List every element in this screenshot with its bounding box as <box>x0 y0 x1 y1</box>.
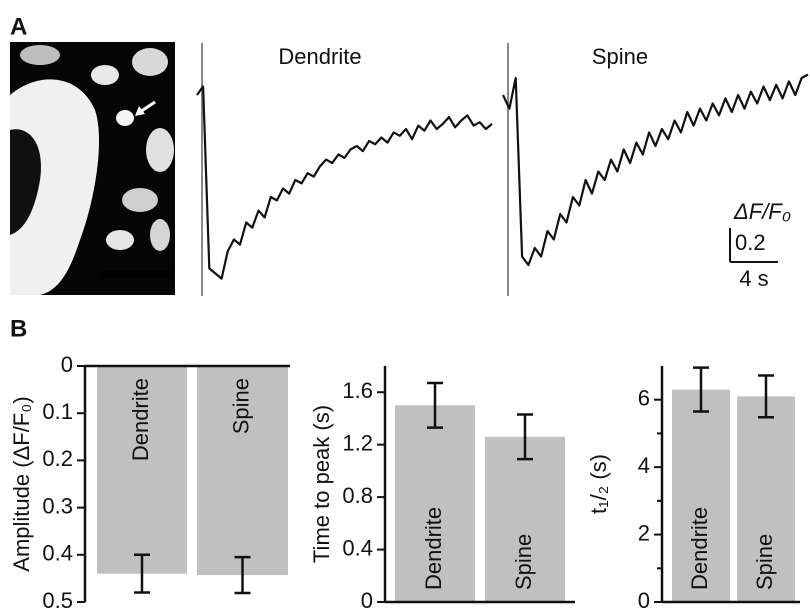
figure: A B Dendrite Spine ΔF/F₀ 0.2 4 s Dendrite Spin… <box>0 0 810 612</box>
y-tick-label: 1.6 <box>342 378 373 403</box>
category-label: Dendrite <box>128 378 153 461</box>
y-tick-label: 0.4 <box>342 535 373 560</box>
y-tick-label: 0.1 <box>42 399 73 424</box>
y-tick-label: 0 <box>361 588 373 612</box>
y-axis-label: Time to peak (s) <box>309 405 334 563</box>
y-tick-label: 6 <box>638 386 650 411</box>
y-tick-label: 0 <box>638 588 650 612</box>
category-label: Spine <box>752 534 777 590</box>
y-tick-label: 0.8 <box>342 483 373 508</box>
scale-y-label: 0.2 <box>735 230 766 255</box>
category-label: Dendrite <box>687 507 712 590</box>
scale-x-label: 4 s <box>739 266 768 291</box>
trace-title: Spine <box>592 44 648 69</box>
y-axis-label: Amplitude (ΔF/F₀) <box>9 396 34 571</box>
y-tick-label: 0.2 <box>42 446 73 471</box>
category-label: Spine <box>511 534 536 590</box>
trace-title: Dendrite <box>278 44 361 69</box>
y-tick-label: 0.3 <box>42 493 73 518</box>
y-axis-label: t₁/₂ (s) <box>586 454 611 514</box>
y-tick-label: 0.4 <box>42 541 73 566</box>
page: {"panel_labels": ["A", "B"], "chart_data… <box>0 0 810 612</box>
category-label: Dendrite <box>421 507 446 590</box>
micrograph <box>10 42 175 295</box>
panel-label: B <box>10 315 27 342</box>
scale-unit: ΔF/F₀ <box>733 199 791 224</box>
panel-label: A <box>10 13 27 40</box>
trace <box>197 87 492 279</box>
category-label: Spine <box>228 378 253 434</box>
y-tick-label: 1.2 <box>342 430 373 455</box>
y-tick-label: 4 <box>638 453 650 478</box>
y-tick-label: 0 <box>61 352 73 377</box>
y-tick-label: 0.5 <box>42 588 73 612</box>
y-tick-label: 2 <box>638 520 650 545</box>
